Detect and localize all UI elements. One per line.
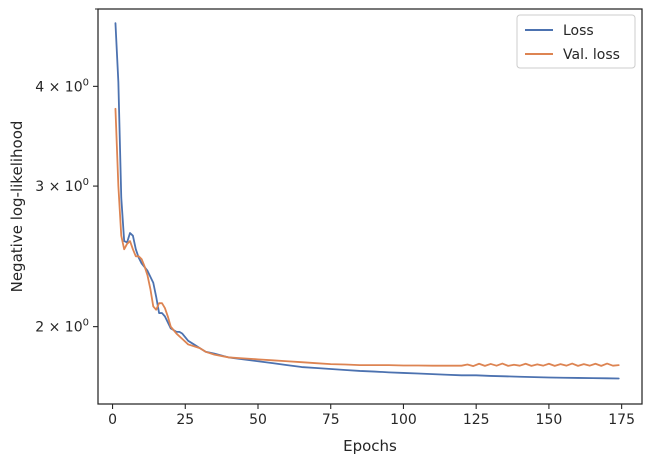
y-axis-label: Negative log-likelihood	[8, 121, 26, 293]
x-tick-label-7: 175	[608, 412, 635, 428]
x-tick-label-1: 25	[176, 412, 194, 428]
x-tick-label-5: 125	[463, 412, 490, 428]
x-tick-label-2: 50	[249, 412, 267, 428]
legend-label-loss: Loss	[563, 23, 594, 39]
series-line-1	[114, 107, 620, 367]
x-axis: 0 25 50 75 100 125 150 175	[108, 404, 635, 428]
plot-area	[114, 22, 620, 380]
x-tick-label-4: 100	[390, 412, 417, 428]
legend: Loss Val. loss	[516, 14, 636, 69]
y-axis: 2 × 100 3 × 100 4 × 100	[35, 8, 98, 336]
x-tick-label-3: 75	[322, 412, 340, 428]
y-tick-label-2: 4 × 100	[35, 77, 89, 95]
y-tick-label-0: 2 × 100	[35, 318, 89, 336]
legend-label-val-loss: Val. loss	[563, 47, 620, 63]
x-tick-label-0: 0	[108, 412, 117, 428]
axes-frame	[97, 8, 643, 405]
series-line-0	[114, 22, 620, 380]
x-tick-label-6: 150	[536, 412, 563, 428]
y-tick-label-1: 3 × 100	[35, 177, 89, 195]
x-axis-label: Epochs	[343, 437, 397, 455]
